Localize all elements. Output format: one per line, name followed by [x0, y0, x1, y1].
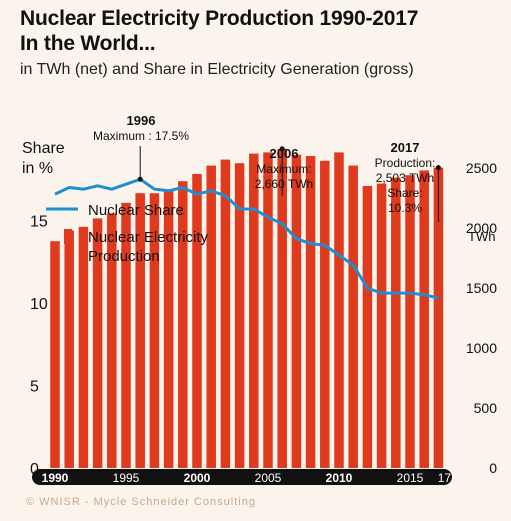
annotation-1996-dot	[137, 176, 143, 182]
x-tick-17: 17	[438, 471, 452, 485]
bar-1998	[163, 190, 174, 469]
right-tick-1500: 1500	[466, 280, 497, 296]
annotation-2017-line-3: Share:	[387, 186, 423, 200]
annotation-1996-year: 1996	[126, 113, 156, 128]
bar-1993	[92, 218, 103, 468]
chart-title: Nuclear Electricity Production 1990-2017…	[20, 6, 418, 56]
bar-2012	[362, 186, 373, 468]
right-axis-title: TWh	[468, 229, 496, 244]
legend-bar-swatch	[64, 229, 72, 244]
bar-1996	[135, 193, 145, 468]
bar-2009	[320, 160, 330, 469]
bar-2000	[192, 174, 202, 468]
right-tick-2500: 2500	[466, 160, 497, 176]
annotation-2006-line-1: Maximum:	[256, 162, 312, 176]
bar-2014	[391, 177, 401, 468]
credit-line: © WNISR - Mycle Schneider Consulting	[26, 496, 256, 508]
bar-2006	[277, 148, 287, 469]
annotation-2017-line-4: 10.3%	[387, 201, 423, 215]
x-tick-1990: 1990	[42, 471, 69, 485]
bar-2017	[433, 167, 444, 468]
bar-1999	[178, 181, 188, 468]
x-tick-2010: 2010	[326, 471, 353, 485]
nuclear-share-line	[54, 177, 439, 300]
x-tick-1995: 1995	[113, 471, 140, 485]
bar-2002	[220, 159, 231, 468]
bar-1994	[107, 213, 117, 468]
bar-1995	[121, 202, 131, 469]
annotation-1996: 1996 Maximum : 17.5%	[86, 113, 196, 144]
bar-2004	[249, 153, 259, 468]
right-tick-2000: 2000	[466, 220, 497, 236]
left-axis-title-line-2: in %	[22, 160, 54, 177]
bar-2016	[419, 170, 429, 468]
bar-1997	[149, 193, 160, 468]
left-tick-15: 15	[30, 214, 48, 231]
annotation-2006-dot	[279, 146, 285, 152]
left-tick-0: 0	[30, 461, 39, 478]
left-axis-title: Share in %	[22, 139, 65, 179]
annotation-2006-line-2: 2,660 TWh	[254, 177, 314, 191]
right-tick-0: 0	[489, 460, 497, 476]
bar-2011	[348, 165, 358, 468]
right-tick-500: 500	[474, 400, 498, 416]
left-tick-10: 10	[30, 296, 48, 313]
bar-1990	[50, 241, 60, 468]
x-tick-2015: 2015	[397, 471, 424, 485]
bar-2005	[263, 152, 273, 468]
bar-2001	[206, 165, 216, 468]
left-axis-title-line-1: Share	[22, 140, 65, 157]
title-line-2: In the World...	[20, 32, 156, 55]
x-axis-band	[32, 469, 452, 485]
annotation-2006: 2006 Maximum: 2,660 TWh	[234, 146, 334, 192]
bar-2008	[305, 156, 316, 468]
annotation-2017-line-2: 2,503 TWh	[375, 171, 435, 185]
right-tick-1000: 1000	[466, 340, 497, 356]
bar-1992	[78, 226, 89, 468]
bar-2007	[291, 154, 302, 469]
legend-bar-label-1: Nuclear Electricity	[88, 229, 209, 246]
x-tick-2005: 2005	[255, 471, 282, 485]
bar-2003	[234, 163, 245, 468]
title-line-1: Nuclear Electricity Production 1990-2017	[20, 7, 419, 30]
bar-2013	[376, 183, 387, 468]
legend-line-label: Nuclear Share	[88, 202, 184, 219]
left-tick-5: 5	[30, 379, 39, 396]
bar-2015	[405, 175, 415, 468]
chart-subtitle: in TWh (net) and Share in Electricity Ge…	[20, 61, 414, 78]
annotation-2017-year: 2017	[390, 140, 420, 155]
annotation-2017-line-1: Production:	[374, 156, 436, 170]
bar-2010	[334, 152, 344, 468]
annotation-2017: 2017 Production: 2,503 TWh Share: 10.3%	[362, 140, 448, 216]
bar-1991	[64, 230, 74, 468]
legend-bar-label-2: Production	[88, 248, 160, 265]
x-tick-2000: 2000	[184, 471, 211, 485]
annotation-2017-dot	[435, 165, 441, 171]
annotation-1996-text: Maximum : 17.5%	[92, 129, 190, 143]
annotation-2006-year: 2006	[269, 146, 299, 161]
